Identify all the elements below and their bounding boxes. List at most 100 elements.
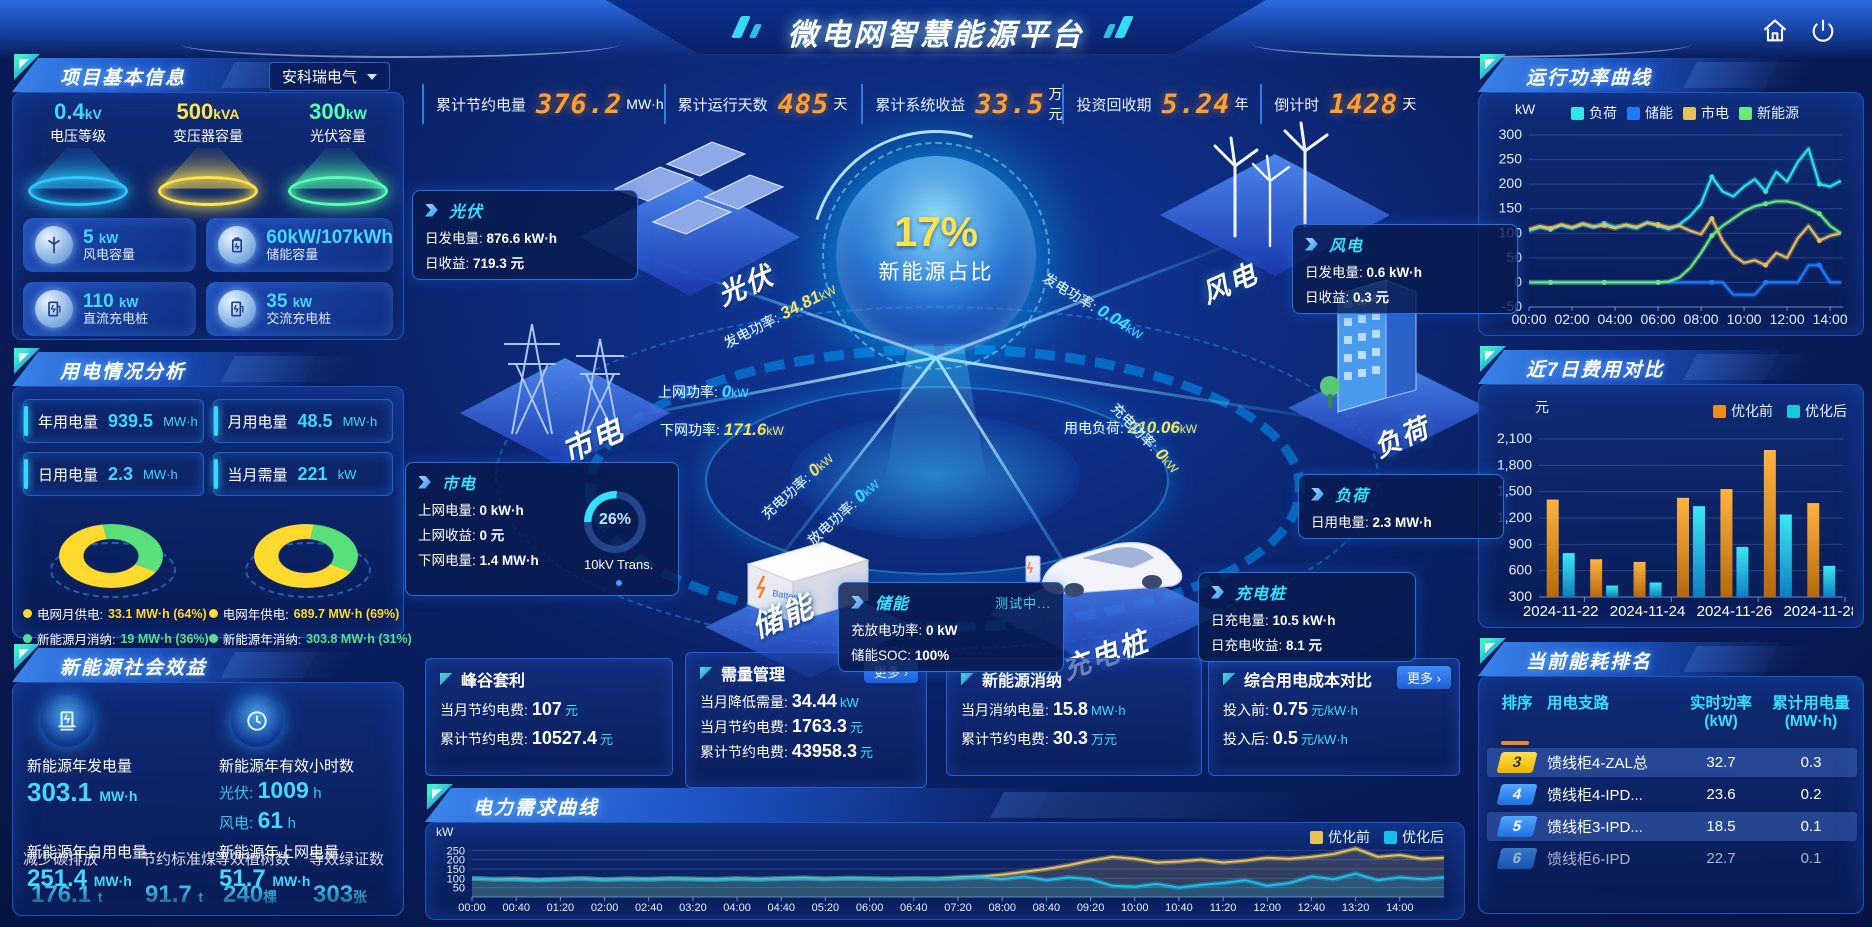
wind-turbine-icon — [35, 226, 73, 264]
callout-chevron-icon — [1211, 585, 1224, 599]
svg-text:02:00: 02:00 — [591, 902, 619, 914]
rank-badge: 4 — [1496, 784, 1538, 805]
svg-text:300: 300 — [1509, 588, 1533, 604]
project-selector[interactable]: 安科瑞电气 — [268, 62, 390, 91]
benefit-coal-value: 91.7 t — [145, 881, 204, 908]
table-row[interactable]: 3 馈线柜4-ZAL总 32.7 0.3 — [1487, 748, 1857, 777]
rank-table-header: 排序 用电支路 实时功率 (kW) 累计用电量 (MW·h) — [1501, 695, 1850, 730]
benefit-gen-value: 303.1 MW·h — [27, 777, 138, 807]
panel-cost-compare: 近7日费用对比 元 优化前 优化后 300 600 900 1,200 1,500 1,80… — [1478, 346, 1864, 632]
generation-icon — [41, 695, 93, 747]
table-row[interactable]: 5 馈线柜3-IPD... 18.5 0.1 — [1487, 812, 1857, 841]
y-axis-label: kW — [436, 825, 454, 839]
legend-item[interactable]: 优化后 — [1787, 401, 1847, 421]
svg-text:04:40: 04:40 — [768, 902, 796, 914]
svg-text:00:00: 00:00 — [458, 902, 486, 914]
legend-item[interactable]: 负荷 — [1571, 103, 1617, 123]
svg-text:00:40: 00:40 — [502, 902, 530, 914]
panel-usage-analysis: 用电情况分析 年用电量 939.5 MW·h 月用电量 48.5 MW·h 日用电量 2.… — [12, 348, 412, 647]
capacity-dc-charger: 110 kW 直流充电桩 — [23, 282, 197, 336]
wind-turbines-graphic — [1213, 121, 1329, 248]
card-icon — [700, 666, 713, 680]
svg-text:12:00: 12:00 — [1770, 311, 1805, 327]
legend-item[interactable]: 新能源 — [1739, 103, 1799, 123]
page-title: 微电网智慧能源平台 — [787, 19, 1085, 52]
more-button[interactable]: 更多 › — [1397, 666, 1451, 689]
realtime-power: 23.6 — [1706, 786, 1736, 803]
svg-text:1,200: 1,200 — [1497, 509, 1532, 525]
demand-chart-legend: 优化前 优化后 — [1310, 827, 1444, 847]
svg-text:06:40: 06:40 — [900, 902, 928, 914]
benefit-cert-value: 303张 — [313, 881, 368, 908]
legend-item[interactable]: 优化前 — [1310, 827, 1370, 847]
panel-title: 运行功率曲线 — [1526, 68, 1653, 89]
wind-callout: 风电 日发电量: 0.6 kW·h 日收益: 0.3 元 — [1292, 224, 1518, 314]
title-plate — [606, 0, 1266, 54]
storage-status-tag: 测试中... — [995, 595, 1051, 611]
svg-text:02:00: 02:00 — [1554, 311, 1589, 327]
svg-text:14:00: 14:00 — [1813, 311, 1848, 327]
rank-badge: 6 — [1496, 848, 1538, 869]
panel-project-info: 项目基本信息 安科瑞电气 0.4kV 电压等级 500kVA 变压器容量 300… — [12, 54, 404, 344]
card-icon — [961, 672, 974, 686]
svg-text:2024-11-24: 2024-11-24 — [1610, 603, 1686, 620]
platform-glow — [790, 414, 1080, 539]
panel-title: 用电情况分析 — [60, 362, 187, 383]
legend-renew-year: 新能源年消纳: 303.8 MW·h (31%) — [208, 629, 412, 648]
flow-grid-export: 上网功率: 0kW — [658, 382, 749, 401]
total-energy: 0.3 — [1800, 754, 1822, 771]
svg-text:13:20: 13:20 — [1342, 902, 1370, 914]
month-supply-donut — [46, 508, 176, 598]
home-icon[interactable] — [1758, 14, 1792, 48]
legend-renew-month: 新能源月消纳: 19 MW·h (36%) — [23, 629, 209, 648]
usage-day: 日用电量 2.3 MW·h — [23, 452, 204, 496]
usage-month: 月用电量 48.5 MW·h — [212, 399, 393, 443]
header-swoosh-left — [180, 30, 620, 58]
legend-item[interactable]: 储能 — [1627, 103, 1673, 123]
power-icon[interactable] — [1806, 14, 1840, 48]
renewable-ratio-label: 新能源占比 — [878, 261, 994, 284]
kpi-countdown: 倒计时 1428 天 — [1260, 84, 1458, 124]
svg-text:150: 150 — [447, 864, 465, 876]
panel-demand-curve: 电力需求曲线 kW 优化前 优化后 50 100 150 200 250 00:00 00:4… — [425, 784, 1465, 920]
card-cost-compare: 综合用电成本对比 更多 › 投入前: 0.75 元/kW·h 投入后: 0.5 元/kW… — [1208, 658, 1460, 776]
panel-title: 近7日费用对比 — [1526, 360, 1665, 381]
cone-pv-capacity: 300kW 光伏容量 — [278, 99, 398, 206]
svg-text:08:40: 08:40 — [1033, 902, 1061, 914]
header-swoosh-right — [1252, 30, 1692, 58]
svg-text:08:00: 08:00 — [1684, 311, 1719, 327]
svg-text:06:00: 06:00 — [856, 902, 884, 914]
legend-item[interactable]: 市电 — [1683, 103, 1729, 123]
benefit-selfuse-label: 新能源年自用电量 — [27, 844, 148, 861]
callout-chevron-icon — [1305, 237, 1318, 251]
svg-text:100: 100 — [447, 873, 465, 885]
svg-text:0: 0 — [1514, 273, 1522, 289]
benefit-co2-value: 176.1 t — [31, 881, 103, 908]
kpi-run-days: 累计运行天数 485 天 — [663, 84, 862, 124]
benefit-hours-pv: 光伏: 1009 h — [219, 777, 322, 803]
table-row[interactable]: 6 馈线柜6-IPD 22.7 0.1 — [1487, 844, 1857, 873]
capacity-wind: 5 kW 风电容量 — [23, 218, 197, 272]
realtime-power: 32.7 — [1706, 754, 1736, 771]
card-demand-mgmt: 需量管理 更多 › 当月降低需量: 34.44 kW 当月节约电费: 1763.3 元 … — [685, 652, 927, 788]
svg-text:01:20: 01:20 — [547, 902, 575, 914]
svg-text:900: 900 — [1509, 535, 1533, 551]
power-chart-legend: 负荷 储能 市电 新能源 — [1571, 103, 1799, 123]
legend-item[interactable]: 优化后 — [1384, 827, 1444, 847]
cone-transformer: 500kVA 变压器容量 — [148, 99, 268, 206]
storage-callout: 储能 测试中... 充放电功率: 0 kW 储能SOC: 100% — [838, 582, 1064, 672]
svg-text:Battery: Battery — [772, 588, 802, 603]
panel-title: 项目基本信息 — [60, 68, 187, 89]
grid-towers-graphic — [504, 323, 624, 435]
pagination-marker — [1501, 741, 1529, 745]
flow-grid-import: 下网功率: 171.6kW — [660, 420, 784, 439]
svg-text:04:00: 04:00 — [1598, 311, 1633, 327]
legend-item[interactable]: 优化前 — [1713, 401, 1773, 421]
svg-text:1,800: 1,800 — [1497, 456, 1532, 472]
table-row[interactable]: 4 馈线柜4-IPD... 23.6 0.2 — [1487, 780, 1857, 809]
svg-text:04:00: 04:00 — [723, 902, 751, 914]
kpi-bar: 累计节约电量 376.2 MW·h 累计运行天数 485 天 累计系统收益 33.5 万元 … — [422, 84, 1458, 124]
svg-text:02:40: 02:40 — [635, 902, 663, 914]
svg-text:12:00: 12:00 — [1254, 902, 1282, 914]
